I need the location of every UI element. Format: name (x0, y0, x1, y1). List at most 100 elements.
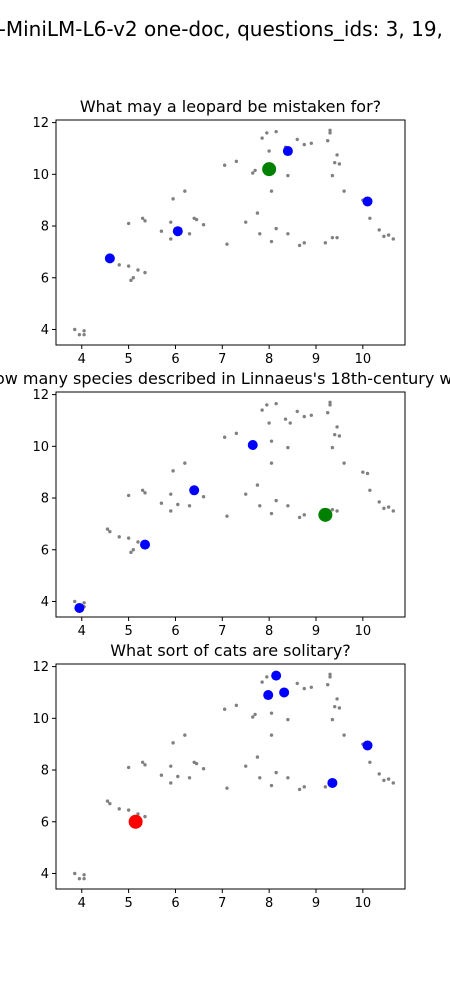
background-point (269, 511, 274, 516)
background-point (187, 504, 192, 508)
background-point (391, 237, 395, 241)
background-point (274, 498, 278, 503)
background-point (302, 414, 306, 419)
background-point (73, 599, 77, 604)
background-point (295, 137, 299, 142)
background-point (251, 171, 255, 175)
background-point (337, 162, 342, 166)
background-point (267, 421, 271, 425)
background-point (176, 774, 180, 779)
background-point (77, 876, 82, 881)
retrieved-point (172, 226, 183, 237)
background-point (335, 425, 339, 429)
background-point (260, 680, 264, 684)
background-point (333, 432, 337, 437)
background-point (126, 808, 131, 812)
background-point (126, 221, 131, 226)
subplot-2: How many species described in Linnaeus's… (0, 369, 450, 639)
background-point (258, 504, 262, 508)
background-point (330, 173, 335, 178)
y-tick-label: 8 (41, 492, 49, 507)
y-tick-label: 6 (41, 271, 49, 286)
background-point (326, 138, 330, 143)
background-point (260, 408, 264, 412)
background-point (143, 814, 147, 819)
background-point (201, 767, 206, 771)
background-point (333, 704, 337, 709)
y-tick-label: 12 (32, 660, 49, 675)
background-point (126, 765, 131, 770)
background-point (269, 239, 274, 244)
background-point (323, 241, 328, 245)
subplot-title: How many species described in Linnaeus's… (0, 369, 450, 388)
x-tick-label: 4 (78, 896, 86, 911)
background-point (225, 514, 229, 518)
background-point (234, 703, 239, 708)
background-point (169, 492, 173, 496)
background-point (286, 776, 290, 780)
background-point (234, 159, 239, 164)
background-point (286, 232, 290, 236)
axes-frame (55, 119, 406, 346)
background-point (117, 263, 121, 267)
background-point (269, 189, 274, 193)
background-point (183, 733, 187, 737)
background-point (386, 777, 391, 781)
x-tick-label: 10 (355, 896, 372, 911)
background-point (328, 128, 332, 133)
background-point (309, 413, 314, 417)
answer-point (318, 507, 333, 522)
background-point (126, 493, 131, 498)
background-point (136, 540, 140, 544)
retrieved-point (189, 485, 200, 496)
x-tick-label: 6 (171, 896, 179, 911)
y-tick-label: 4 (41, 595, 49, 610)
retrieved-point (263, 690, 274, 701)
background-point (330, 235, 335, 240)
background-point (377, 772, 381, 776)
background-point (225, 786, 229, 790)
background-point (255, 755, 260, 759)
background-point (129, 278, 133, 283)
background-point (333, 160, 337, 165)
background-point (140, 488, 145, 492)
background-point (159, 773, 164, 777)
background-point (391, 781, 395, 785)
x-tick-label: 10 (355, 352, 372, 367)
background-point (265, 131, 269, 135)
background-point (136, 812, 140, 816)
background-point (171, 469, 175, 473)
background-point (335, 153, 339, 157)
background-point (297, 515, 302, 520)
background-point (368, 488, 372, 492)
x-tick-label: 8 (265, 624, 273, 639)
background-point (297, 243, 302, 248)
background-point (244, 764, 248, 768)
background-point (274, 129, 278, 134)
y-tick-label: 4 (41, 323, 49, 338)
x-tick-label: 9 (312, 352, 320, 367)
background-point (283, 417, 288, 421)
x-tick-label: 5 (124, 352, 132, 367)
background-point (342, 461, 346, 465)
background-point (302, 142, 306, 147)
background-point (328, 675, 332, 679)
background-point (269, 733, 274, 737)
subplot-title: What sort of cats are solitary? (110, 641, 351, 660)
background-point (140, 216, 145, 220)
background-point (169, 764, 173, 768)
background-point (295, 409, 299, 414)
background-point (335, 697, 339, 701)
background-point (126, 264, 131, 268)
background-point (117, 535, 121, 539)
background-point (274, 226, 278, 231)
background-point (222, 163, 227, 167)
x-tick-label: 8 (265, 896, 273, 911)
background-point (302, 686, 306, 691)
y-tick-label: 8 (41, 220, 49, 235)
axes-frame (55, 391, 406, 618)
background-point (169, 781, 173, 785)
background-point (309, 141, 314, 145)
x-tick-label: 4 (78, 624, 86, 639)
